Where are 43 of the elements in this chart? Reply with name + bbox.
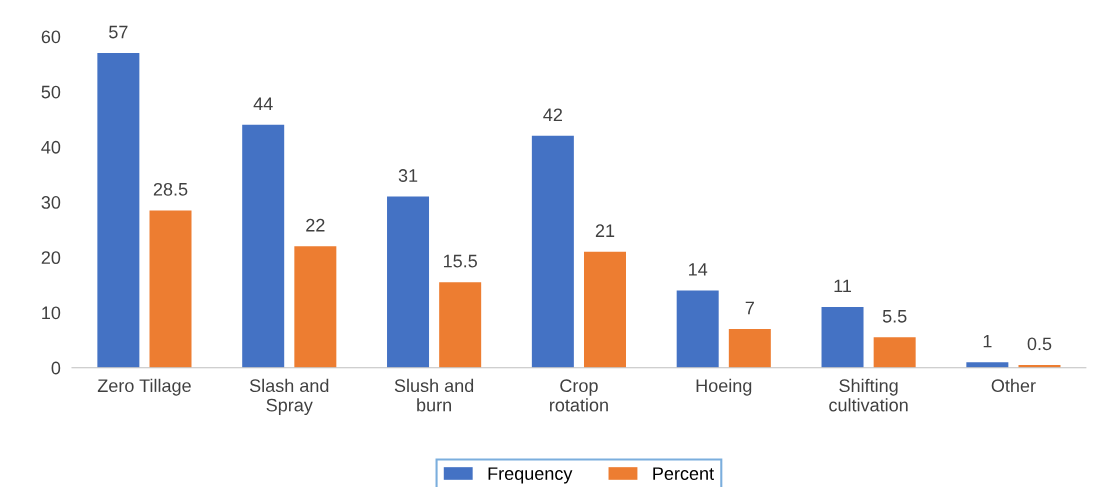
bar bbox=[728, 329, 771, 368]
y-tick-label: 60 bbox=[41, 30, 61, 44]
x-tick-label: Hoeing bbox=[696, 378, 752, 396]
data-label: 28.5 bbox=[153, 182, 188, 196]
data-label: 21 bbox=[595, 224, 615, 237]
bar bbox=[821, 306, 864, 368]
y-tick-label: 50 bbox=[41, 85, 61, 99]
y-tick-label: 10 bbox=[42, 306, 61, 320]
data-label: 22 bbox=[306, 218, 325, 232]
bar bbox=[242, 124, 285, 368]
bar bbox=[97, 53, 140, 368]
x-tick-label: Slash and Spray bbox=[249, 378, 329, 416]
data-label: 7 bbox=[745, 301, 754, 315]
bar bbox=[387, 196, 430, 368]
bar bbox=[149, 210, 192, 368]
data-label: 11 bbox=[834, 279, 852, 293]
data-label: 42 bbox=[543, 108, 562, 122]
x-tick-label: Other bbox=[991, 378, 1036, 393]
y-tick-label: 30 bbox=[41, 196, 61, 209]
data-label: 0.5 bbox=[1027, 337, 1052, 351]
bar bbox=[439, 282, 482, 368]
legend-label: Frequency bbox=[488, 467, 573, 484]
data-label: 57 bbox=[109, 25, 128, 39]
x-tick-label: Crop rotation bbox=[550, 379, 608, 412]
bar bbox=[966, 362, 1009, 368]
x-tick-label: Slush and burn bbox=[394, 378, 474, 412]
data-label: 31 bbox=[398, 169, 418, 182]
y-tick-label: 0 bbox=[51, 361, 61, 375]
x-tick-label: Shifting cultivation bbox=[829, 378, 908, 412]
data-label: 15.5 bbox=[443, 254, 477, 268]
y-tick-label: 20 bbox=[41, 251, 61, 265]
x-tick-label: Zero Tillage bbox=[97, 378, 191, 396]
legend-label: Percent bbox=[653, 467, 714, 480]
y-tick-label: 40 bbox=[41, 140, 61, 154]
bar bbox=[873, 337, 916, 368]
bar bbox=[531, 135, 574, 368]
bar bbox=[584, 251, 626, 368]
data-label: 14 bbox=[689, 263, 708, 276]
bar bbox=[294, 246, 337, 368]
bar bbox=[676, 290, 719, 368]
data-label: 44 bbox=[253, 97, 273, 110]
data-label: 1 bbox=[983, 334, 992, 348]
data-label: 5.5 bbox=[882, 310, 907, 323]
